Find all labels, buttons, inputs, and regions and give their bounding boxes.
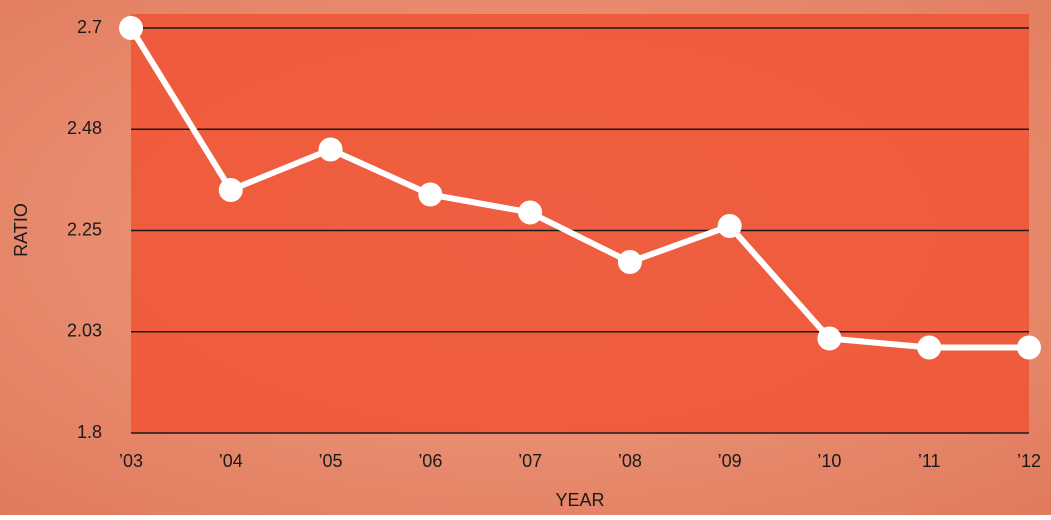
data-point <box>817 327 841 351</box>
y-axis-title: RATIO <box>11 203 31 257</box>
x-tick-label: ’12 <box>1017 451 1041 471</box>
x-tick-label: ’08 <box>618 451 642 471</box>
data-point <box>518 201 542 225</box>
x-tick-label: ’04 <box>219 451 243 471</box>
page: {"chart_data": {"type": "line", "x_label… <box>0 0 1051 515</box>
x-tick-label: ’11 <box>918 451 941 471</box>
x-tick-label: ’06 <box>418 451 442 471</box>
y-tick-label: 2.03 <box>67 321 102 341</box>
x-tick-label: ’10 <box>817 451 841 471</box>
x-tick-label: ’07 <box>518 451 542 471</box>
y-tick-label: 2.7 <box>77 17 102 37</box>
plot-area <box>131 14 1029 433</box>
data-point <box>917 336 941 360</box>
chart: YEAR RATIO 1.8 2.03 2.25 2.48 2.7 ’03 ’04 ’05 ’0… <box>0 0 1051 515</box>
y-tick-label: 2.25 <box>67 219 102 239</box>
x-tick-label: ’05 <box>319 451 343 471</box>
data-point <box>418 183 442 207</box>
x-tick-label: ’03 <box>119 451 143 471</box>
y-tick-label: 1.8 <box>77 422 102 442</box>
data-point <box>618 250 642 274</box>
data-point <box>718 214 742 238</box>
x-tick-label: ’09 <box>718 451 742 471</box>
data-point <box>319 138 343 162</box>
data-point <box>219 178 243 202</box>
data-point <box>1017 336 1041 360</box>
data-point <box>119 16 143 40</box>
x-axis-title: YEAR <box>555 490 604 510</box>
y-tick-label: 2.48 <box>67 118 102 138</box>
